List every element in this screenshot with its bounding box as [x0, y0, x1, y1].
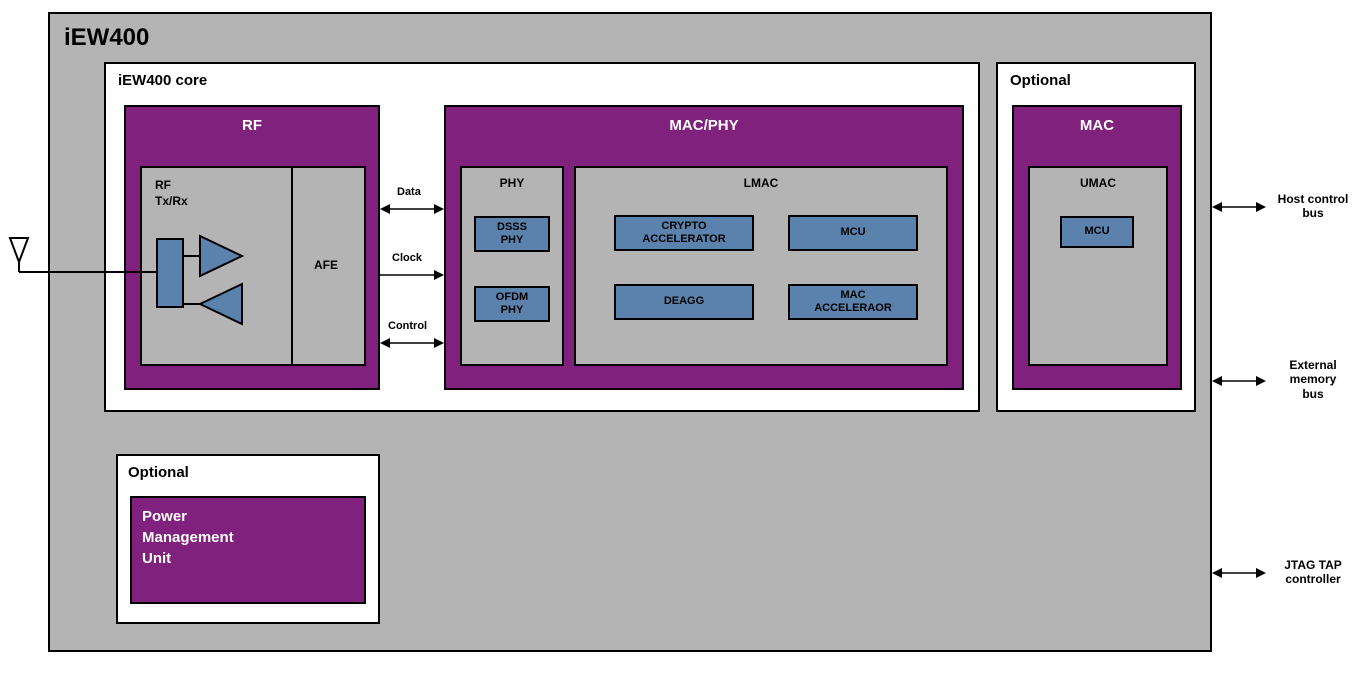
- antenna-icon: [0, 236, 160, 296]
- mcu-box: MCU: [788, 215, 918, 251]
- arrow-control: [380, 336, 444, 350]
- rf-txrx-label: RF Tx/Rx: [155, 178, 188, 209]
- lmac-title: LMAC: [576, 176, 946, 190]
- macphy-title: MAC/PHY: [446, 117, 962, 134]
- rf-lines: [182, 234, 202, 326]
- rf-rect: [156, 238, 184, 308]
- label-host-bus: Host control bus: [1270, 192, 1356, 221]
- optional-mac-title: Optional: [1010, 72, 1071, 89]
- umac-box: UMAC: [1028, 166, 1168, 366]
- dsss-box: DSSS PHY: [474, 216, 550, 252]
- lmac-box: LMAC: [574, 166, 948, 366]
- rf-tri-left: [198, 282, 246, 326]
- arrow-host-bus: [1212, 200, 1266, 214]
- arrow-ext-mem: [1212, 374, 1266, 388]
- label-data: Data: [397, 186, 421, 198]
- rf-title: RF: [126, 117, 378, 134]
- core-title: iEW400 core: [118, 72, 207, 89]
- rf-divider: [291, 166, 293, 366]
- umac-mcu-box: MCU: [1060, 216, 1134, 248]
- afe-label: AFE: [314, 258, 338, 272]
- mac-title: MAC: [1014, 117, 1180, 134]
- pmu-purple: Power Management Unit: [130, 496, 366, 604]
- umac-title: UMAC: [1030, 176, 1166, 190]
- optional-pmu-title: Optional: [128, 464, 189, 481]
- crypto-box: CRYPTO ACCELERATOR: [614, 215, 754, 251]
- phy-box: PHY: [460, 166, 564, 366]
- macaccel-box: MAC ACCELERAOR: [788, 284, 918, 320]
- pmu-text: Power Management Unit: [132, 498, 364, 577]
- rf-tri-right: [198, 234, 246, 278]
- ofdm-box: OFDM PHY: [474, 286, 550, 322]
- arrow-data: [380, 202, 444, 216]
- arrow-clock: [380, 268, 444, 282]
- phy-title: PHY: [462, 176, 562, 190]
- deagg-box: DEAGG: [614, 284, 754, 320]
- label-control: Control: [388, 320, 427, 332]
- label-jtag: JTAG TAP controller: [1270, 558, 1356, 587]
- label-clock: Clock: [392, 252, 422, 264]
- chip-title: iEW400: [64, 24, 149, 52]
- label-ext-mem: External memory bus: [1270, 358, 1356, 401]
- arrow-jtag: [1212, 566, 1266, 580]
